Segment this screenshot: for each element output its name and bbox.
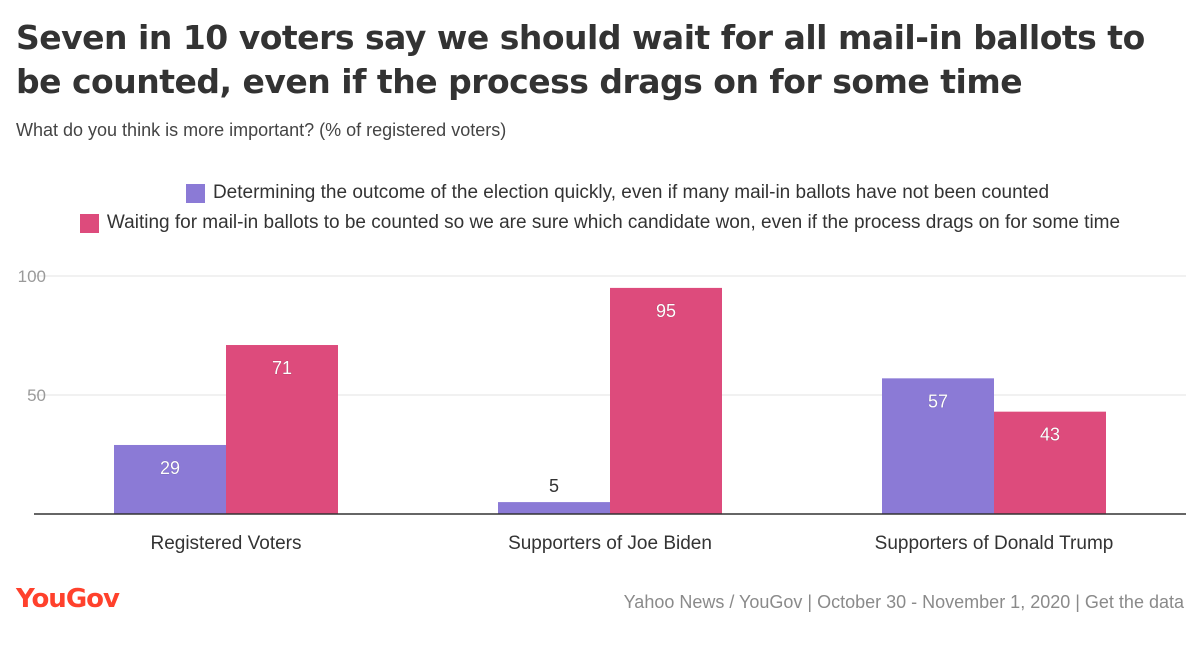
legend-swatch-series-2 <box>79 213 99 233</box>
chart-title: Seven in 10 voters say we should wait fo… <box>16 18 1145 101</box>
legend-item-series-2: Waiting for mail-in ballots to be counte… <box>0 208 1200 238</box>
bar-series-2 <box>610 287 722 514</box>
data-label: 5 <box>549 476 559 496</box>
data-label: 95 <box>656 301 676 321</box>
data-label: 29 <box>160 458 180 478</box>
legend-item-series-1: Determining the outcome of the election … <box>35 178 1200 208</box>
legend-label-series-1: Determining the outcome of the election … <box>212 182 1050 203</box>
yougov-logo: YouGov <box>16 584 120 614</box>
y-tick-label: 50 <box>27 386 46 405</box>
bar-series-1 <box>498 502 610 514</box>
data-label: 71 <box>272 358 292 378</box>
data-label: 43 <box>1040 425 1060 445</box>
x-category-label: Supporters of Joe Biden <box>508 533 712 554</box>
bar-series-2 <box>226 345 338 514</box>
chart-subtitle: What do you think is more important? (% … <box>16 120 507 140</box>
x-category-label: Supporters of Donald Trump <box>875 533 1114 554</box>
bar-series-2 <box>994 411 1106 514</box>
x-category-label: Registered Voters <box>150 533 301 554</box>
legend-swatch-series-1 <box>185 183 205 203</box>
bar-series-1 <box>882 378 994 514</box>
legend: Determining the outcome of the election … <box>0 178 1200 238</box>
data-label: 57 <box>928 391 948 411</box>
source-note[interactable]: Yahoo News / YouGov | October 30 - Novem… <box>623 592 1184 612</box>
bar-series-1 <box>114 444 226 514</box>
y-tick-label: 100 <box>18 267 46 286</box>
legend-label-series-2: Waiting for mail-in ballots to be counte… <box>106 212 1121 233</box>
